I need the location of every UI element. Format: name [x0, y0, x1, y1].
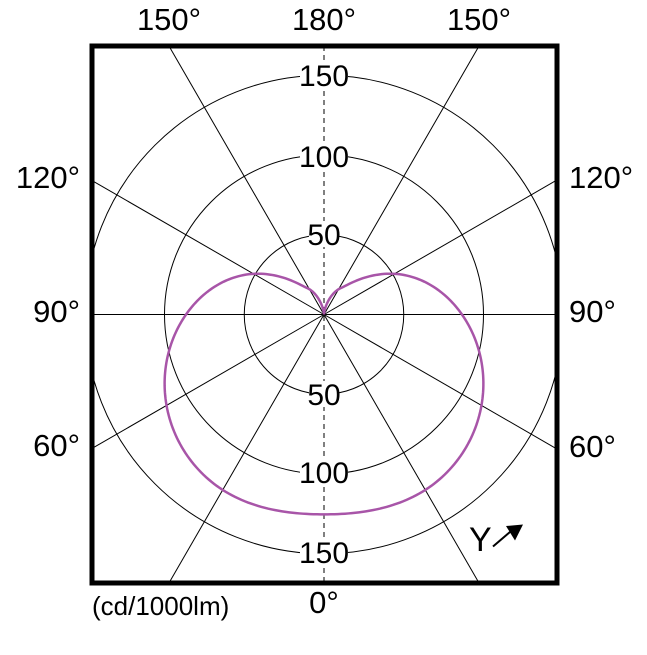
svg-text:(cd/1000lm): (cd/1000lm): [92, 591, 229, 621]
svg-text:180°: 180°: [292, 2, 356, 37]
svg-text:60°: 60°: [33, 428, 80, 463]
svg-text:100: 100: [299, 457, 349, 490]
svg-text:120°: 120°: [16, 160, 80, 195]
svg-text:150: 150: [299, 60, 349, 93]
svg-text:150: 150: [299, 537, 349, 570]
svg-text:90°: 90°: [33, 294, 80, 329]
svg-text:60°: 60°: [569, 429, 616, 464]
svg-text:100: 100: [299, 141, 349, 174]
svg-text:120°: 120°: [569, 160, 633, 195]
svg-text:50: 50: [307, 379, 340, 412]
svg-text:0°: 0°: [309, 585, 339, 620]
svg-text:50: 50: [307, 219, 340, 252]
svg-text:150°: 150°: [137, 2, 201, 37]
svg-text:150°: 150°: [447, 2, 511, 37]
svg-text:90°: 90°: [569, 294, 616, 329]
svg-text:Y: Y: [469, 521, 492, 559]
